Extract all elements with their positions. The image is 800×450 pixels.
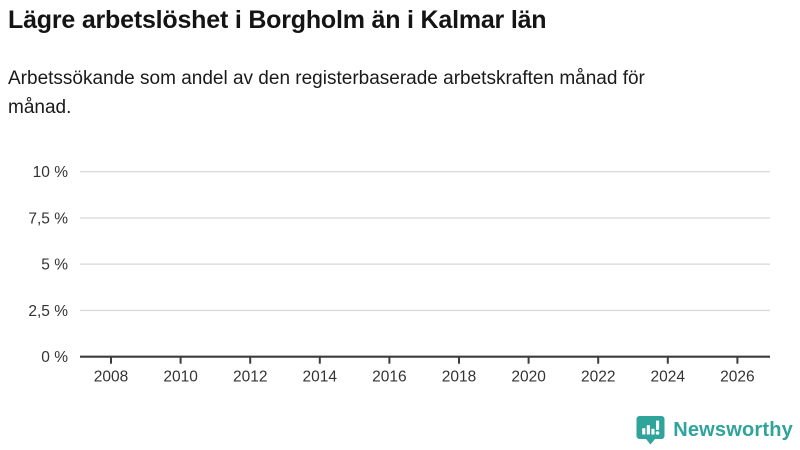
x-axis-tick-label: 2010 bbox=[163, 369, 198, 386]
y-axis-tick-label: 0 % bbox=[41, 349, 68, 366]
y-axis-tick-label: 5 % bbox=[41, 257, 68, 274]
newsworthy-logo: Newsworthy bbox=[636, 415, 793, 445]
chart-subtitle: Arbetssökande som andel av den registerb… bbox=[8, 68, 645, 119]
y-axis-tick-label: 10 % bbox=[33, 164, 69, 181]
y-axis-tick-label: 7,5 % bbox=[28, 210, 68, 227]
x-axis-tick-label: 2026 bbox=[720, 369, 754, 386]
x-axis-tick-label: 2016 bbox=[372, 369, 406, 386]
brand-name: Newsworthy bbox=[673, 418, 793, 441]
chart-speech-bubble-icon bbox=[636, 416, 665, 445]
page-title: Lägre arbetslöshet i Borgholm än i Kalma… bbox=[8, 6, 547, 34]
x-axis-tick-label: 2022 bbox=[581, 369, 615, 386]
x-axis-tick-label: 2008 bbox=[94, 369, 128, 386]
x-axis-tick-label: 2018 bbox=[442, 369, 476, 386]
x-axis-tick-label: 2024 bbox=[651, 369, 686, 386]
x-axis-tick-label: 2020 bbox=[511, 369, 546, 386]
y-axis-tick-label: 2,5 % bbox=[28, 303, 68, 320]
x-axis-tick-label: 2014 bbox=[303, 369, 338, 386]
x-axis-tick-label: 2012 bbox=[233, 369, 267, 386]
